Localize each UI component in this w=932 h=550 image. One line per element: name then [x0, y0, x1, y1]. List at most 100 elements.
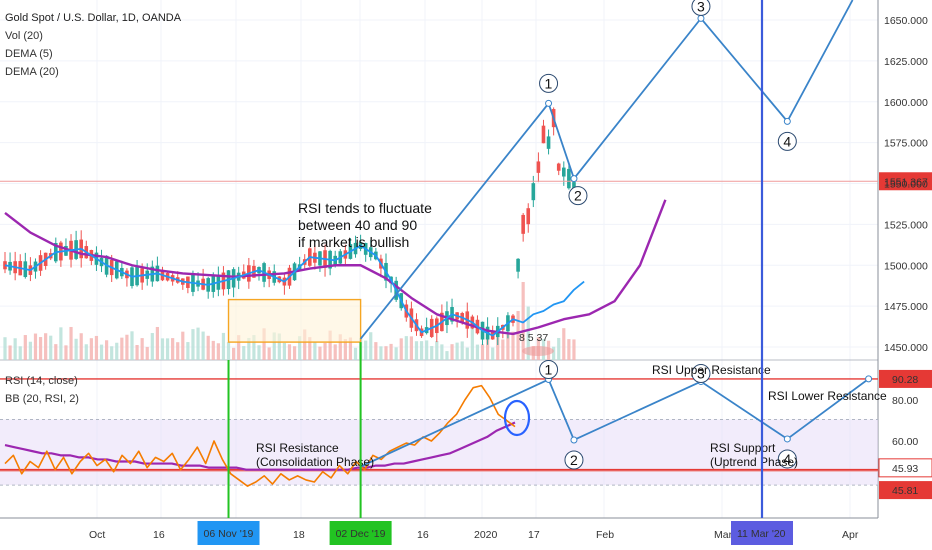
- volume-bar: [262, 328, 266, 360]
- candle-body: [562, 167, 566, 177]
- wave-label-circle: [691, 0, 711, 16]
- volume-bar: [18, 346, 22, 360]
- time-tick-label: 17: [528, 529, 540, 541]
- rsi-wave-label-circle: [777, 449, 797, 469]
- volume-bar: [440, 344, 444, 360]
- candle-body: [541, 125, 546, 144]
- price-tick-label: 1625.000: [884, 56, 928, 68]
- price-tick-label: 1550.000: [884, 179, 928, 191]
- volume-bar: [89, 338, 93, 360]
- volume-bar: [318, 346, 322, 360]
- volume-bar: [552, 346, 556, 360]
- wave-point: [697, 14, 705, 22]
- volume-bar: [353, 347, 358, 360]
- rsi-level-label: 45.93: [892, 463, 918, 475]
- indicator-dema5: DEMA (5): [5, 48, 53, 60]
- volume-bar: [242, 346, 246, 360]
- wave-label-circle: [568, 186, 588, 206]
- volume-bar: [460, 341, 464, 360]
- volume-bar: [557, 337, 561, 360]
- volume-bar: [369, 332, 373, 360]
- volume-bar: [84, 344, 88, 360]
- volume-bar: [491, 347, 495, 360]
- volume-bar: [201, 331, 205, 360]
- price-annotation-line: RSI tends to fluctuate: [298, 200, 432, 216]
- volume-bar: [125, 334, 129, 360]
- volume-bar: [130, 331, 134, 360]
- price-projection-wave: [359, 0, 854, 340]
- candle-body: [526, 208, 531, 225]
- volume-bar: [150, 333, 154, 360]
- volume-bar: [308, 337, 312, 360]
- price-annotation-line: if market is bullish: [298, 234, 409, 250]
- volume-bar: [572, 339, 576, 360]
- volume-bar: [74, 338, 78, 360]
- rsi-bb-basis-line: [4, 421, 516, 471]
- time-marker-badge: [197, 521, 260, 545]
- indicator-bb: BB (20, RSI, 2): [5, 393, 79, 405]
- time-tick-label: Feb: [596, 529, 614, 541]
- volume-bar: [303, 329, 307, 360]
- rsi-lower-resistance-note: RSI Lower Resistance: [768, 389, 887, 403]
- candle-body: [521, 214, 525, 234]
- candle-body: [546, 136, 551, 149]
- volume-bar: [384, 346, 388, 360]
- volume-bar: [64, 345, 68, 360]
- volume-bar: [191, 329, 195, 360]
- volume-bar: [480, 344, 485, 360]
- price-tick-label: 1450.000: [884, 342, 928, 354]
- time-marker-badge: [329, 521, 392, 545]
- rsi-tick-label: 60.00: [892, 436, 918, 448]
- volume-bar: [120, 337, 124, 360]
- wave-label-circle: [539, 73, 559, 93]
- volume-bar: [171, 338, 175, 360]
- wave-label: 1: [545, 75, 553, 91]
- volume-bar: [237, 335, 241, 360]
- price-tick-label: 1500.000: [884, 260, 928, 272]
- price-tick-label: 1525.000: [884, 219, 928, 231]
- time-tick-label: 18: [293, 529, 305, 541]
- time-tick-label: Apr: [842, 529, 859, 541]
- volume-bar: [404, 336, 408, 360]
- rsi-wave-label-circle: [539, 360, 559, 379]
- volume-bar: [455, 342, 459, 360]
- volume-bar: [186, 342, 190, 360]
- rsi-wave-label-circle: [691, 364, 711, 384]
- time-tick-label: 16: [153, 529, 165, 541]
- volume-bar: [69, 326, 73, 360]
- rsi-level-badge: [878, 458, 932, 478]
- candle-body: [536, 161, 541, 173]
- volume-bar: [298, 336, 302, 360]
- volume-bar: [567, 339, 571, 360]
- rsi-resistance-note: RSI Resistance: [256, 441, 339, 455]
- volume-bar: [526, 306, 530, 360]
- volume-bar: [110, 346, 114, 360]
- volume-bar: [292, 346, 297, 360]
- volume-bar: [94, 335, 99, 360]
- rsi-support-note-sub: (Uptrend Phase): [710, 455, 798, 469]
- volume-bar: [374, 342, 378, 360]
- rsi-line: [4, 384, 516, 487]
- time-tick-label: Oct: [89, 529, 105, 541]
- volume-bar: [501, 339, 505, 360]
- time-tick-label: Mar: [714, 529, 733, 541]
- rsi-wave-point: [570, 436, 578, 444]
- rsi-legend: RSI (14, close) BB (20, RSI, 2): [5, 372, 79, 408]
- volume-bar: [282, 342, 286, 360]
- rsi-level-label: 90.28: [892, 374, 918, 386]
- volume-bar: [33, 333, 38, 360]
- rsi-highlight-circle: [503, 399, 531, 437]
- price-tick-label: 1475.000: [884, 301, 928, 313]
- volume-bar: [54, 344, 58, 360]
- volume-bar: [145, 346, 149, 360]
- volume-bar: [511, 331, 515, 360]
- price-annotation-line: between 40 and 90: [298, 217, 417, 233]
- volume-bar: [516, 311, 520, 360]
- volume-bar: [226, 342, 231, 360]
- volume-bar: [206, 335, 210, 360]
- volume-bar: [506, 333, 510, 360]
- wave-point: [545, 99, 553, 107]
- volume-bar: [211, 340, 215, 360]
- volume-bar: [277, 333, 281, 360]
